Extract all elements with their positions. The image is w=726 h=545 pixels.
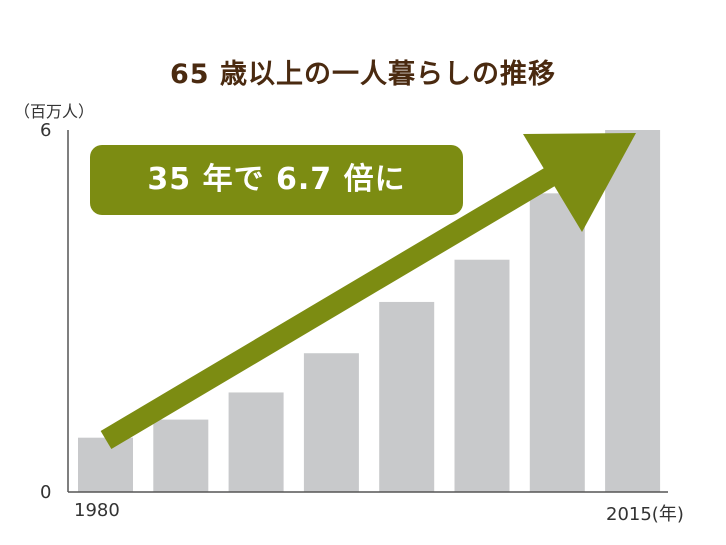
- bar-2000: [379, 301, 435, 492]
- y-axis-unit-label: （百万人）: [14, 102, 95, 121]
- x-tick-label-last: 2015(年): [606, 504, 684, 525]
- bar-2015: [605, 130, 661, 492]
- bar-1990: [228, 392, 284, 492]
- bar-1985: [153, 419, 209, 492]
- bar-2005: [454, 259, 510, 492]
- bar-1995: [303, 353, 359, 492]
- y-tick-label-max: 6: [40, 120, 52, 141]
- growth-callout: 35 年で 6.7 倍に: [90, 145, 463, 215]
- trend-arrow-shaft: [100, 162, 564, 450]
- bar-1980: [78, 437, 133, 492]
- trend-arrow-head: [523, 133, 636, 232]
- bar-group: [78, 130, 661, 492]
- bar-2010: [529, 193, 585, 492]
- trend-arrow: [100, 133, 636, 450]
- y-tick-label-zero: 0: [40, 482, 52, 503]
- x-tick-label-first: 1980: [74, 500, 120, 521]
- chart-title: 65 歳以上の一人暮らしの推移: [170, 59, 556, 90]
